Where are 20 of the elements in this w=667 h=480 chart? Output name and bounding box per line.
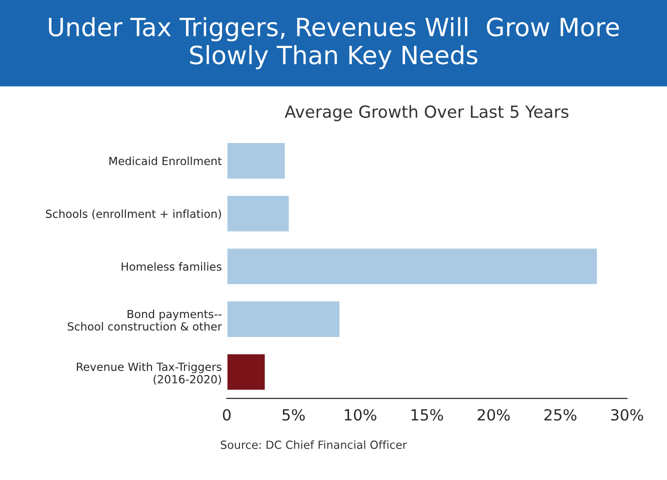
- chart-subtitle: Average Growth Over Last 5 Years: [284, 105, 568, 122]
- bar: [226, 247, 598, 286]
- y-tick-label: Revenue With Tax-Triggers (2016-2020): [76, 362, 222, 385]
- x-tick-label: 30%: [611, 409, 644, 421]
- bar: [226, 352, 266, 392]
- y-tick-label: Schools (enrollment + inflation): [46, 209, 221, 220]
- bar: [226, 300, 341, 338]
- y-tick-label: Medicaid Enrollment: [109, 156, 222, 166]
- bar: [226, 142, 286, 180]
- x-tick-label: 10%: [344, 409, 376, 421]
- x-tick-label: 25%: [544, 409, 576, 421]
- chart-title: Under Tax Triggers, Revenues Will Grow More Slowly Than Key Needs: [48, 17, 619, 70]
- x-tick-label: 0: [222, 409, 231, 421]
- y-tick-label: Homeless families: [122, 262, 222, 271]
- x-tick-label: 15%: [412, 409, 444, 421]
- y-tick-label: Bond payments-- School construction & other: [68, 310, 222, 331]
- x-tick-label: 5%: [282, 409, 305, 421]
- bar: [226, 194, 290, 233]
- x-tick-label: 20%: [478, 409, 510, 421]
- source-note: Source: DC Chief Financial Officer: [220, 440, 407, 449]
